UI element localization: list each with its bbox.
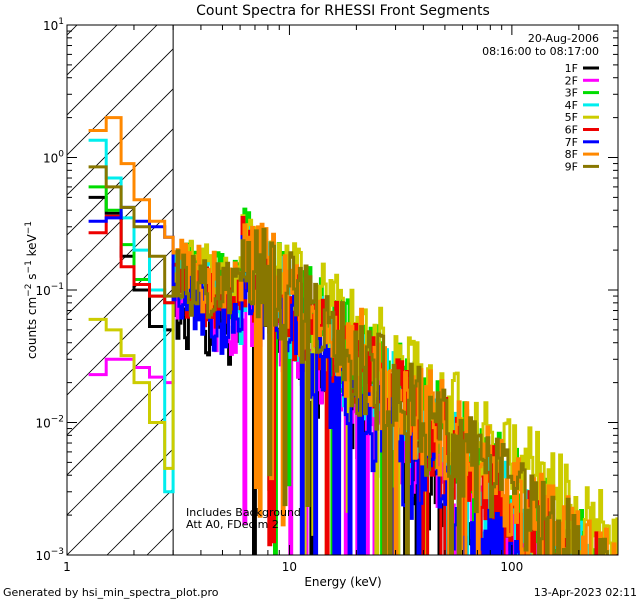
- legend-label-4F: 4F: [565, 99, 578, 112]
- y-tick-label: 10−1: [35, 282, 64, 298]
- series-9F: [88, 165, 609, 555]
- time-range-label: 08:16:00 to 08:17:00: [482, 45, 599, 58]
- axis-tick-labels: 1 10 100 10−3 10−2 10−1 100 101: [35, 17, 523, 574]
- legend-label-5F: 5F: [565, 111, 578, 124]
- legend-label-9F: 9F: [565, 160, 578, 173]
- footer-generator: Generated by hsi_min_spectra_plot.pro: [3, 586, 219, 599]
- date-label: 20-Aug-2006: [528, 32, 599, 45]
- y-tick-label: 10−3: [35, 547, 64, 563]
- legend-label-8F: 8F: [565, 148, 578, 161]
- hatch-line: [67, 368, 174, 476]
- x-tick-label: 10: [282, 560, 297, 574]
- hatch-line: [67, 25, 78, 36]
- hatch-line: [67, 208, 174, 316]
- series-group: [88, 116, 618, 555]
- y-axis-label: counts cm−2 s−1 keV−1: [24, 221, 39, 359]
- legend-label-1F: 1F: [565, 62, 578, 75]
- hatch-line: [67, 448, 174, 555]
- x-axis-label: Energy (keV): [304, 575, 381, 589]
- y-tick-label: 100: [43, 150, 64, 166]
- annotation-background: Includes Background: [186, 506, 301, 519]
- axis-ticks: [66, 24, 619, 556]
- attenuator-hatch: [67, 25, 174, 555]
- hatch-line: [67, 248, 174, 356]
- footer-timestamp: 13-Apr-2023 02:11: [534, 586, 637, 599]
- legend-label-6F: 6F: [565, 124, 578, 137]
- legend-label-2F: 2F: [565, 74, 578, 87]
- hatch-line: [67, 25, 158, 116]
- y-tick-label: 101: [43, 17, 64, 33]
- legend-label-3F: 3F: [565, 87, 578, 100]
- x-tick-label: 1: [63, 560, 71, 574]
- x-tick-label: 100: [500, 560, 523, 574]
- hatch-line: [67, 25, 118, 76]
- hatch-line: [67, 48, 174, 156]
- hatch-line: [67, 408, 174, 516]
- y-tick-label: 10−2: [35, 415, 64, 431]
- annotation-attenuator: Att A0, FDecim 2: [186, 518, 279, 531]
- legend-label-7F: 7F: [565, 136, 578, 149]
- chart-title: Count Spectra for RHESSI Front Segments: [196, 3, 490, 19]
